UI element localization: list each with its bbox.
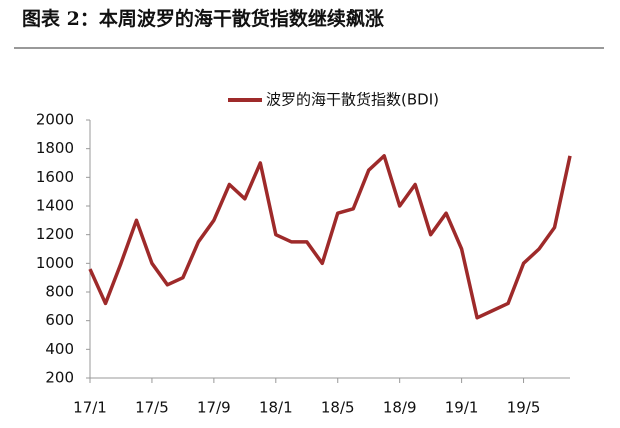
x-tick-label: 18/5 <box>321 399 355 417</box>
x-tick-label: 18/1 <box>259 399 293 417</box>
legend-label: 波罗的海干散货指数(BDI) <box>266 91 439 109</box>
x-tick-label: 17/1 <box>73 399 107 417</box>
y-tick-label: 1200 <box>36 225 74 243</box>
y-tick-label: 800 <box>45 283 74 301</box>
y-tick-label: 2000 <box>36 111 74 129</box>
x-tick-label: 17/9 <box>197 399 231 417</box>
y-tick-label: 1400 <box>36 197 74 215</box>
x-tick-label: 18/9 <box>383 399 417 417</box>
y-tick-label: 1600 <box>36 168 74 186</box>
y-tick-label: 400 <box>45 340 74 358</box>
x-tick-label: 17/5 <box>135 399 169 417</box>
y-tick-label: 1000 <box>36 254 74 272</box>
chart-title: 图表 2：本周波罗的海干散货指数继续飙涨 <box>22 7 384 30</box>
y-tick-label: 600 <box>45 311 74 329</box>
series-line <box>88 154 572 320</box>
y-tick-label: 1800 <box>36 139 74 157</box>
x-tick-label: 19/1 <box>445 399 479 417</box>
x-tick-label: 19/5 <box>507 399 541 417</box>
y-tick-label: 200 <box>45 369 74 387</box>
